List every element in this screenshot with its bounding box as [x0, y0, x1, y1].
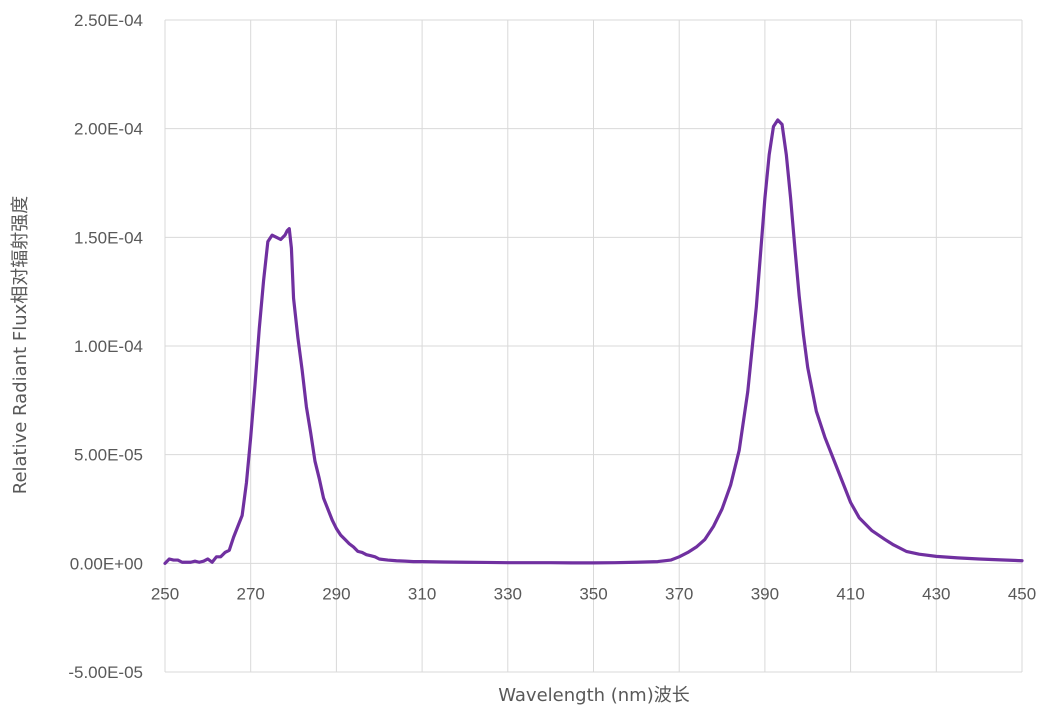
x-tick-label: 290 [322, 584, 350, 603]
x-axis-ticks: 250 270 290 310 330 350 370 390 410 430 450 [151, 584, 1036, 603]
y-tick-label: 5.00E-05 [74, 446, 143, 465]
gridlines [164, 19, 1023, 673]
y-axis-ticks: -5.00E-05 0.00E+00 5.00E-05 1.00E-04 1.50E-0… [68, 11, 143, 682]
x-tick-label: 370 [665, 584, 693, 603]
x-tick-label: 450 [1008, 584, 1036, 603]
y-tick-label: 2.50E-04 [74, 11, 143, 30]
x-tick-label: 270 [237, 584, 265, 603]
x-tick-label: 410 [836, 584, 864, 603]
y-tick-label: 1.50E-04 [74, 228, 143, 247]
x-tick-label: 390 [751, 584, 779, 603]
series-line [163, 118, 1024, 565]
x-tick-label: 430 [922, 584, 950, 603]
y-tick-label: 0.00E+00 [70, 554, 143, 573]
y-tick-label: -5.00E-05 [68, 663, 143, 682]
y-tick-label: 2.00E-04 [74, 120, 143, 139]
y-axis-title: Relative Radiant Flux相对辐射强度 [10, 196, 31, 495]
series-layer [163, 118, 1024, 565]
y-tick-label: 1.00E-04 [74, 337, 143, 356]
x-tick-label: 350 [579, 584, 607, 603]
x-tick-label: 330 [494, 584, 522, 603]
x-tick-label: 310 [408, 584, 436, 603]
x-tick-label: 250 [151, 584, 179, 603]
x-axis-title: Wavelength (nm)波长 [498, 685, 690, 706]
